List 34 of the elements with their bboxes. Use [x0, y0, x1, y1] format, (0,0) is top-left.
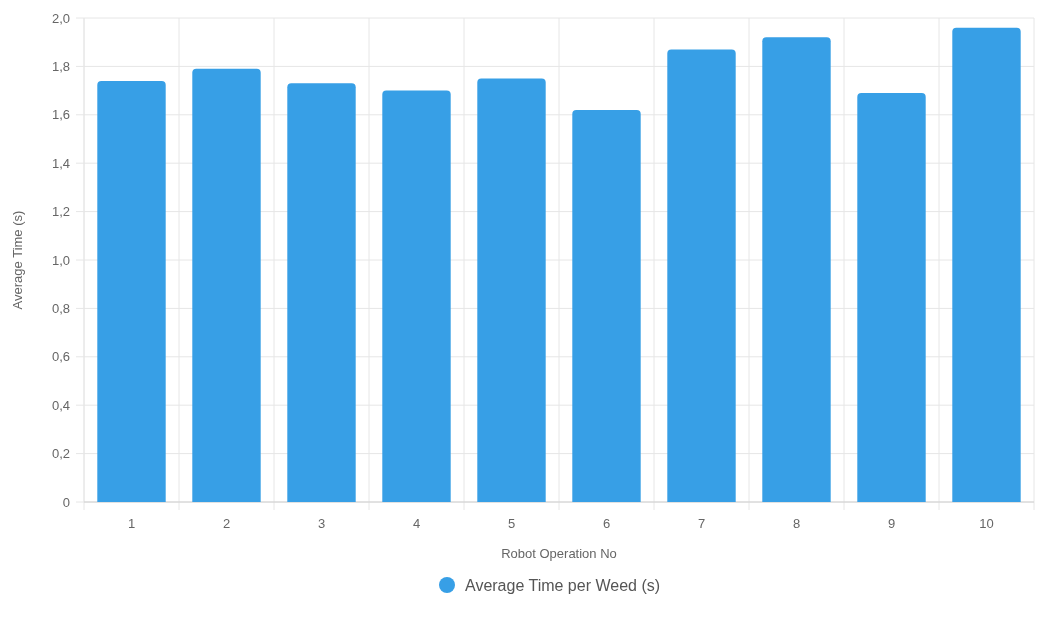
x-tick-label: 8: [792, 516, 801, 531]
bar: [857, 93, 926, 502]
y-tick-label: 0,4: [51, 397, 70, 413]
bar: [667, 49, 736, 502]
y-tick-label: 0,6: [51, 349, 70, 365]
bar: [572, 109, 641, 502]
x-tick-label: 4: [412, 516, 421, 531]
bar: [382, 90, 451, 502]
y-tick-label: 1,0: [51, 252, 70, 268]
y-axis-title: Average Time (s): [10, 210, 25, 310]
bar: [952, 27, 1021, 502]
bar: [762, 37, 831, 502]
x-tick-label: 7: [697, 516, 706, 531]
y-tick-label: 1,8: [51, 58, 70, 74]
bar: [97, 80, 166, 502]
x-tick-label: 10: [979, 516, 994, 531]
y-tick-label: 1,2: [51, 204, 70, 220]
bar: [477, 78, 546, 502]
y-tick-label: 0,8: [51, 300, 70, 316]
x-tick-label: 1: [127, 516, 136, 531]
x-axis-title: Robot Operation No: [501, 546, 617, 561]
y-tick-label: 1,6: [51, 107, 70, 123]
bar: [287, 83, 356, 502]
x-tick-label: 6: [602, 516, 611, 531]
x-tick-label: 5: [507, 516, 516, 531]
y-tick-label: 0: [62, 494, 70, 510]
bar: [192, 68, 261, 502]
y-tick-label: 1,4: [51, 155, 70, 171]
x-tick-label: 2: [222, 516, 231, 531]
x-tick-label: 3: [317, 516, 326, 531]
y-tick-label: 0,2: [51, 446, 70, 462]
x-tick-label: 9: [887, 516, 896, 531]
y-tick-label: 2,0: [51, 10, 70, 26]
legend-label: Average Time per Weed (s): [465, 576, 661, 594]
